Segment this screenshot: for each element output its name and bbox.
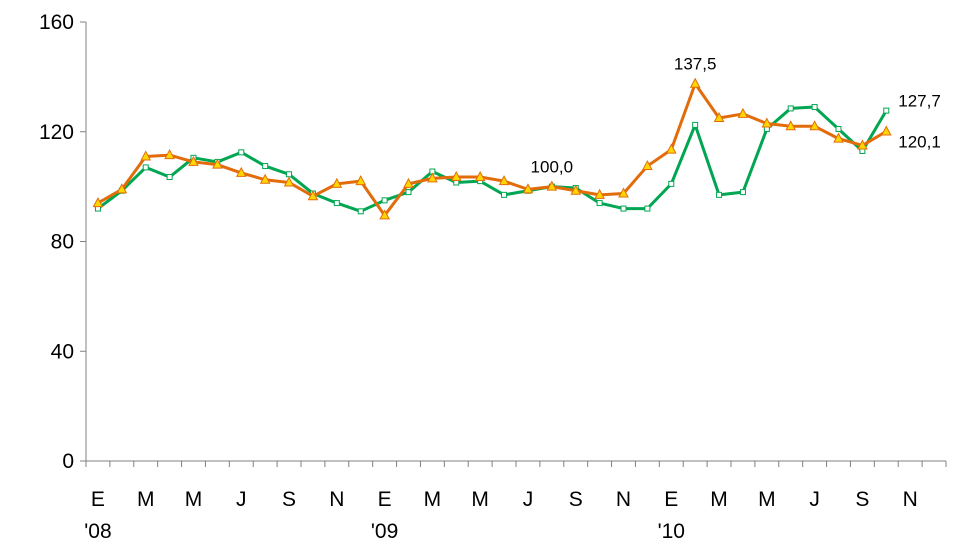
data-point (522, 183, 534, 194)
data-point (498, 175, 510, 186)
data-point (835, 126, 842, 133)
x-tick-label: E (91, 488, 105, 511)
data-point (333, 200, 340, 207)
x-year-label: '10 (658, 520, 685, 543)
data-point (570, 184, 582, 195)
series-1 (94, 104, 890, 215)
x-year-label: '08 (84, 520, 111, 543)
data-point (716, 191, 723, 198)
x-axis: E '08 M M J S N E '09 M M J S N E '10 M M J S N (84, 460, 947, 543)
data-point (450, 170, 462, 182)
x-tick-label: E (664, 488, 678, 511)
x-tick-label: N (329, 488, 344, 511)
data-point (644, 205, 651, 212)
data-point (883, 107, 890, 114)
data-point (596, 200, 603, 207)
data-label: 100,0 (531, 158, 574, 177)
data-point (761, 117, 773, 128)
x-tick-label: J (523, 488, 534, 511)
data-point (381, 197, 388, 204)
data-point (427, 172, 438, 183)
data-point (403, 177, 414, 188)
data-point (620, 205, 627, 212)
data-point (501, 191, 508, 198)
data-point (737, 107, 749, 118)
x-year-label: '09 (371, 520, 398, 543)
x-tick-label: S (855, 488, 869, 511)
data-point (235, 166, 247, 177)
data-point (546, 180, 558, 191)
data-point (811, 104, 818, 111)
x-tick-label: N (903, 488, 918, 511)
y-tick-label: 40 (51, 340, 74, 363)
data-label: 120,1 (898, 132, 941, 151)
data-point (142, 164, 149, 171)
data-point (140, 150, 152, 161)
data-point (259, 173, 271, 184)
x-tick-label: J (236, 488, 247, 511)
x-tick-label: J (809, 488, 820, 511)
data-point (262, 163, 269, 170)
y-tick-label: 0 (62, 450, 74, 473)
x-tick-label: N (616, 488, 631, 511)
data-point (668, 180, 675, 187)
data-point (212, 158, 223, 169)
data-labels: 100,0 137,5 127,7 120,1 (531, 55, 941, 177)
data-point (809, 120, 820, 131)
data-point (405, 189, 412, 196)
x-tick-label: M (758, 488, 776, 511)
series-layer (92, 77, 892, 220)
data-point (785, 120, 797, 131)
data-point (642, 159, 653, 171)
y-axis: 0 40 80 120 160 (39, 11, 87, 473)
data-point (164, 149, 175, 160)
y-ticks: 0 40 80 120 160 (39, 11, 86, 473)
data-point (188, 155, 199, 166)
data-point (474, 170, 486, 182)
data-point (692, 121, 699, 128)
series-line (97, 82, 888, 217)
x-tick-label: M (710, 488, 728, 511)
x-tick-label: S (282, 488, 296, 511)
data-point (713, 111, 725, 123)
x-tick-label: M (185, 488, 203, 511)
data-point (665, 143, 677, 154)
data-label: 127,7 (898, 92, 941, 111)
data-point (238, 149, 245, 156)
x-tick-label: S (569, 488, 583, 511)
y-tick-label: 120 (39, 121, 74, 144)
data-point (283, 176, 295, 187)
x-tick-label: M (471, 488, 489, 511)
x-tick-label: M (137, 488, 155, 511)
data-point (689, 77, 701, 88)
y-tick-label: 80 (51, 231, 74, 254)
x-tick-label: E (378, 488, 392, 511)
data-point (286, 171, 293, 178)
y-tick-label: 160 (39, 11, 74, 34)
data-point (92, 197, 104, 208)
data-point (857, 139, 868, 150)
series-2 (92, 77, 892, 220)
data-point (379, 209, 390, 220)
data-label: 137,5 (674, 55, 717, 74)
data-point (355, 175, 367, 186)
data-point (739, 189, 746, 196)
data-point (594, 188, 605, 199)
x-ticks: E '08 M M J S N E '09 M M J S N E '10 M M J S N (84, 461, 947, 543)
data-point (357, 208, 364, 215)
series-line (97, 105, 888, 213)
data-point (618, 187, 629, 198)
data-point (833, 132, 844, 143)
data-point (166, 174, 173, 181)
data-point (116, 183, 128, 194)
data-point (787, 105, 794, 112)
data-point (307, 190, 319, 201)
x-tick-label: M (424, 488, 442, 511)
data-point (880, 125, 892, 136)
data-point (331, 177, 343, 188)
